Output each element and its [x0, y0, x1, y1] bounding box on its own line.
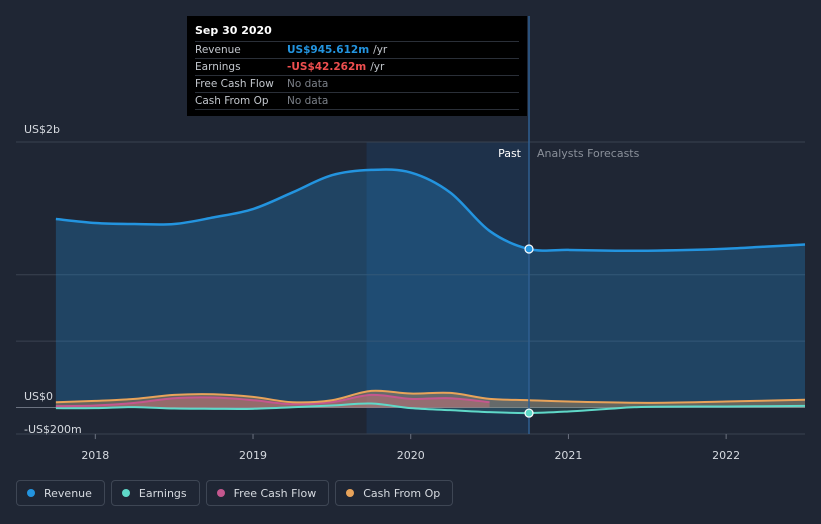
highlight-point	[524, 408, 534, 418]
legend-dot-icon	[216, 489, 225, 497]
y-label-zero: US$0	[24, 390, 53, 403]
tooltip-row-revenue: Revenue US$945.612m /yr	[195, 41, 519, 58]
legend-revenue[interactable]: Revenue	[16, 480, 105, 506]
tooltip-value: US$945.612m	[287, 44, 370, 56]
highlight-points	[524, 244, 534, 418]
past-label: Past	[498, 147, 522, 160]
tooltip-value: -US$42.262m	[287, 61, 367, 73]
tooltip-suffix: /yr	[373, 44, 388, 56]
cash-from-op-line	[55, 389, 806, 404]
legend-label: Free Cash Flow	[233, 486, 317, 500]
x-tick-label: 2020	[397, 449, 425, 462]
tooltip-label: Free Cash Flow	[195, 78, 274, 90]
x-axis-ticks: 2018 2019 2020 2021 2022	[81, 434, 740, 462]
tooltip-label: Earnings	[195, 61, 241, 73]
x-tick-label: 2021	[554, 449, 582, 462]
legend-free-cash-flow[interactable]: Free Cash Flow	[205, 480, 330, 506]
series-lines	[55, 168, 806, 415]
revenue-area	[55, 169, 805, 408]
y-label-top: US$2b	[24, 123, 60, 136]
tooltip-date: Sep 30 2020	[195, 24, 272, 37]
legend-dot-icon	[346, 489, 355, 497]
x-tick-label: 2022	[712, 449, 740, 462]
x-tick-label: 2018	[81, 449, 109, 462]
x-tick-label: 2019	[239, 449, 267, 462]
tooltip-value: No data	[287, 95, 329, 107]
earnings-line	[55, 402, 806, 415]
tooltip: Sep 30 2020 Revenue US$945.612m /yr Earn…	[187, 16, 527, 116]
tooltip-label: Revenue	[195, 44, 241, 56]
legend-label: Cash From Op	[363, 486, 441, 500]
legend-dot-icon	[121, 489, 130, 497]
legend-cash-from-op[interactable]: Cash From Op	[335, 480, 454, 506]
earnings-area	[55, 403, 805, 414]
tooltip-suffix: /yr	[370, 61, 385, 73]
y-label-bottom: -US$200m	[24, 423, 82, 436]
revenue-line	[55, 168, 806, 253]
legend-dot-icon	[27, 489, 35, 497]
legend-earnings[interactable]: Earnings	[110, 480, 200, 506]
tooltip-label: Cash From Op	[195, 95, 269, 107]
tooltip-row-cash-from-op: Cash From Op No data	[195, 92, 519, 110]
tooltip-value: No data	[287, 78, 329, 90]
series-areas	[55, 169, 805, 414]
forecast-label: Analysts Forecasts	[537, 147, 640, 160]
free-cash-flow-line	[55, 393, 490, 408]
legend-label: Revenue	[44, 486, 92, 500]
highlight-point	[524, 244, 534, 254]
legend-label: Earnings	[138, 486, 187, 500]
tooltip-row-earnings: Earnings -US$42.262m /yr	[195, 58, 519, 75]
legend: Revenue Earnings Free Cash Flow Cash Fro…	[16, 480, 454, 506]
tooltip-row-free-cash-flow: Free Cash Flow No data	[195, 75, 519, 92]
